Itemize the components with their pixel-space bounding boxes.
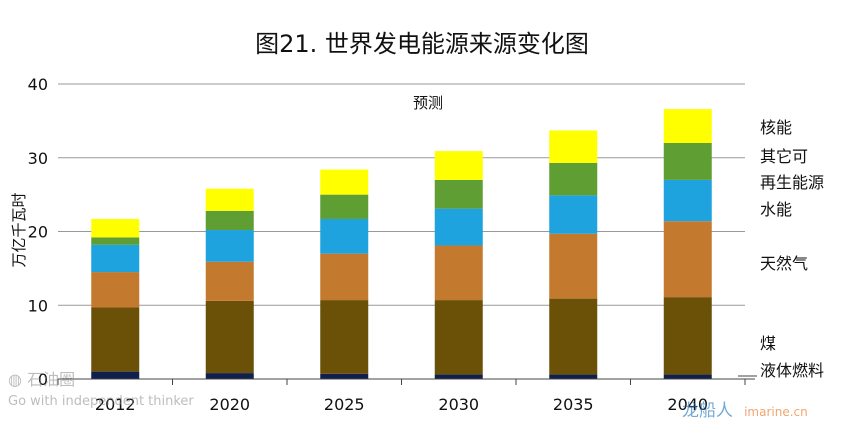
y-axis-label: 万亿千瓦时	[10, 192, 28, 267]
bar-segment	[320, 218, 369, 254]
bar-segment	[434, 245, 483, 301]
bar-segment	[205, 210, 254, 231]
legend-label: 天然气	[760, 254, 808, 273]
bar-segment	[91, 371, 140, 379]
legend-label: 其它可	[760, 147, 808, 166]
x-tick-marks	[57, 379, 746, 385]
bar-stacks	[91, 109, 712, 379]
y-tick-labels: 0 10 20 30 40	[28, 75, 48, 389]
bar-segment	[434, 374, 483, 379]
bar-segment	[320, 253, 369, 301]
y-tick-label: 10	[28, 296, 48, 315]
legend-label: 煤	[760, 334, 776, 353]
bar-segment	[205, 373, 254, 379]
bar-segment	[91, 244, 140, 273]
chart-title: 图21. 世界发电能源来源变化图	[255, 30, 589, 58]
forecast-annotation: 预测	[413, 94, 443, 112]
bar-segment	[549, 195, 598, 234]
x-tick-label: 2035	[553, 395, 594, 414]
bar-segment	[549, 298, 598, 375]
x-tick-label: 2020	[209, 395, 250, 414]
bar-segment	[549, 233, 598, 299]
grid-lines	[58, 83, 745, 306]
bar-segment	[91, 307, 140, 372]
bar-segment	[663, 221, 712, 298]
bar-segment	[434, 151, 483, 180]
y-tick-label: 0	[38, 370, 48, 389]
bar-segment	[663, 297, 712, 375]
y-axis-label-text: 万亿千瓦时	[10, 192, 28, 267]
bar-segment	[549, 374, 598, 379]
bar-segment	[205, 188, 254, 211]
bar-segment	[320, 300, 369, 374]
bar-segment	[663, 143, 712, 180]
bar-segment	[205, 300, 254, 374]
bar-segment	[320, 169, 369, 195]
x-tick-label: 2025	[324, 395, 365, 414]
legend-label: 水能	[760, 200, 792, 219]
y-tick-label: 30	[28, 149, 48, 168]
bar-segment	[320, 373, 369, 379]
bar-segment	[663, 109, 712, 143]
x-tick-label: 2012	[95, 395, 136, 414]
bar-segment	[91, 237, 140, 245]
x-tick-label: 2030	[438, 395, 479, 414]
bar-segment	[91, 218, 140, 238]
bar-segment	[320, 194, 369, 219]
bar-segment	[434, 300, 483, 375]
bar-segment	[205, 230, 254, 262]
x-tick-labels: 2012 2020 2025 2030 2035 2040	[95, 395, 708, 414]
bar-segment	[434, 179, 483, 209]
x-tick-label: 2040	[667, 395, 708, 414]
bar-segment	[549, 130, 598, 163]
bar-segment	[663, 179, 712, 222]
bar-segment	[434, 208, 483, 246]
legend-label: 液体燃料	[760, 361, 824, 380]
legend-label: 核能	[760, 118, 792, 137]
bar-segment	[91, 272, 140, 308]
y-tick-label: 40	[28, 75, 48, 94]
legend-label: 再生能源	[760, 173, 824, 192]
bar-segment	[205, 261, 254, 301]
bar-segment	[549, 162, 598, 196]
y-tick-label: 20	[28, 223, 48, 242]
bar-segment	[663, 374, 712, 379]
